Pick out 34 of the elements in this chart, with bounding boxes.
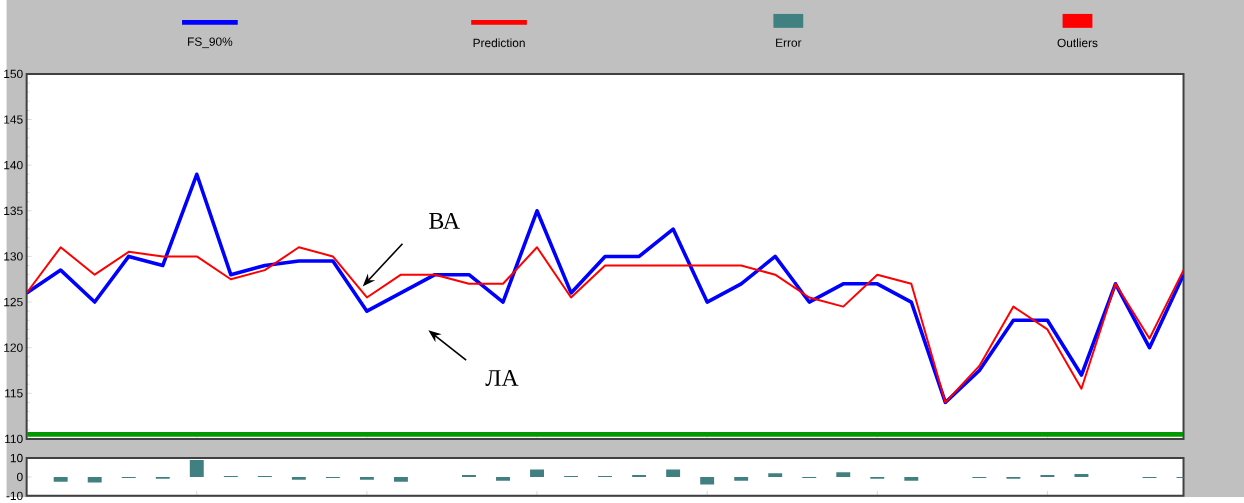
y-tick-label: -10 (6, 491, 23, 500)
y-tick-label: 130 (4, 252, 23, 261)
bar (189, 459, 204, 477)
legend-label: Error (776, 38, 802, 47)
bar (904, 476, 919, 481)
bar (734, 476, 749, 481)
bar (53, 476, 68, 482)
y-tick-label: 145 (4, 115, 23, 124)
annotation: ВА (429, 212, 460, 229)
bar (496, 476, 510, 481)
bar (768, 472, 783, 477)
y-tick-label: 115 (5, 389, 23, 398)
y-tick-label: 135 (4, 206, 23, 215)
y-tick-label: 120 (4, 343, 23, 352)
y-tick-label: 140 (4, 160, 23, 170)
bar (87, 476, 102, 483)
bar (530, 469, 544, 477)
legend-label: Outliers (1057, 38, 1098, 47)
bar (836, 472, 851, 477)
bar (359, 476, 374, 480)
bar (393, 476, 408, 482)
y-tick-label: 150 (4, 69, 23, 78)
annotation: ЛА (485, 369, 519, 386)
bar (1074, 473, 1089, 477)
line-series (26, 172, 1184, 405)
y-tick-label: 0 (17, 472, 23, 481)
legend-label: Prediction (473, 38, 525, 47)
y-tick-label: 110 (5, 434, 23, 443)
bar (291, 476, 306, 480)
y-tick-label: 125 (4, 297, 23, 307)
legend-label: FS_90% (188, 37, 233, 48)
bar (700, 476, 715, 485)
bar (666, 469, 681, 477)
y-tick-label: 10 (10, 453, 23, 463)
